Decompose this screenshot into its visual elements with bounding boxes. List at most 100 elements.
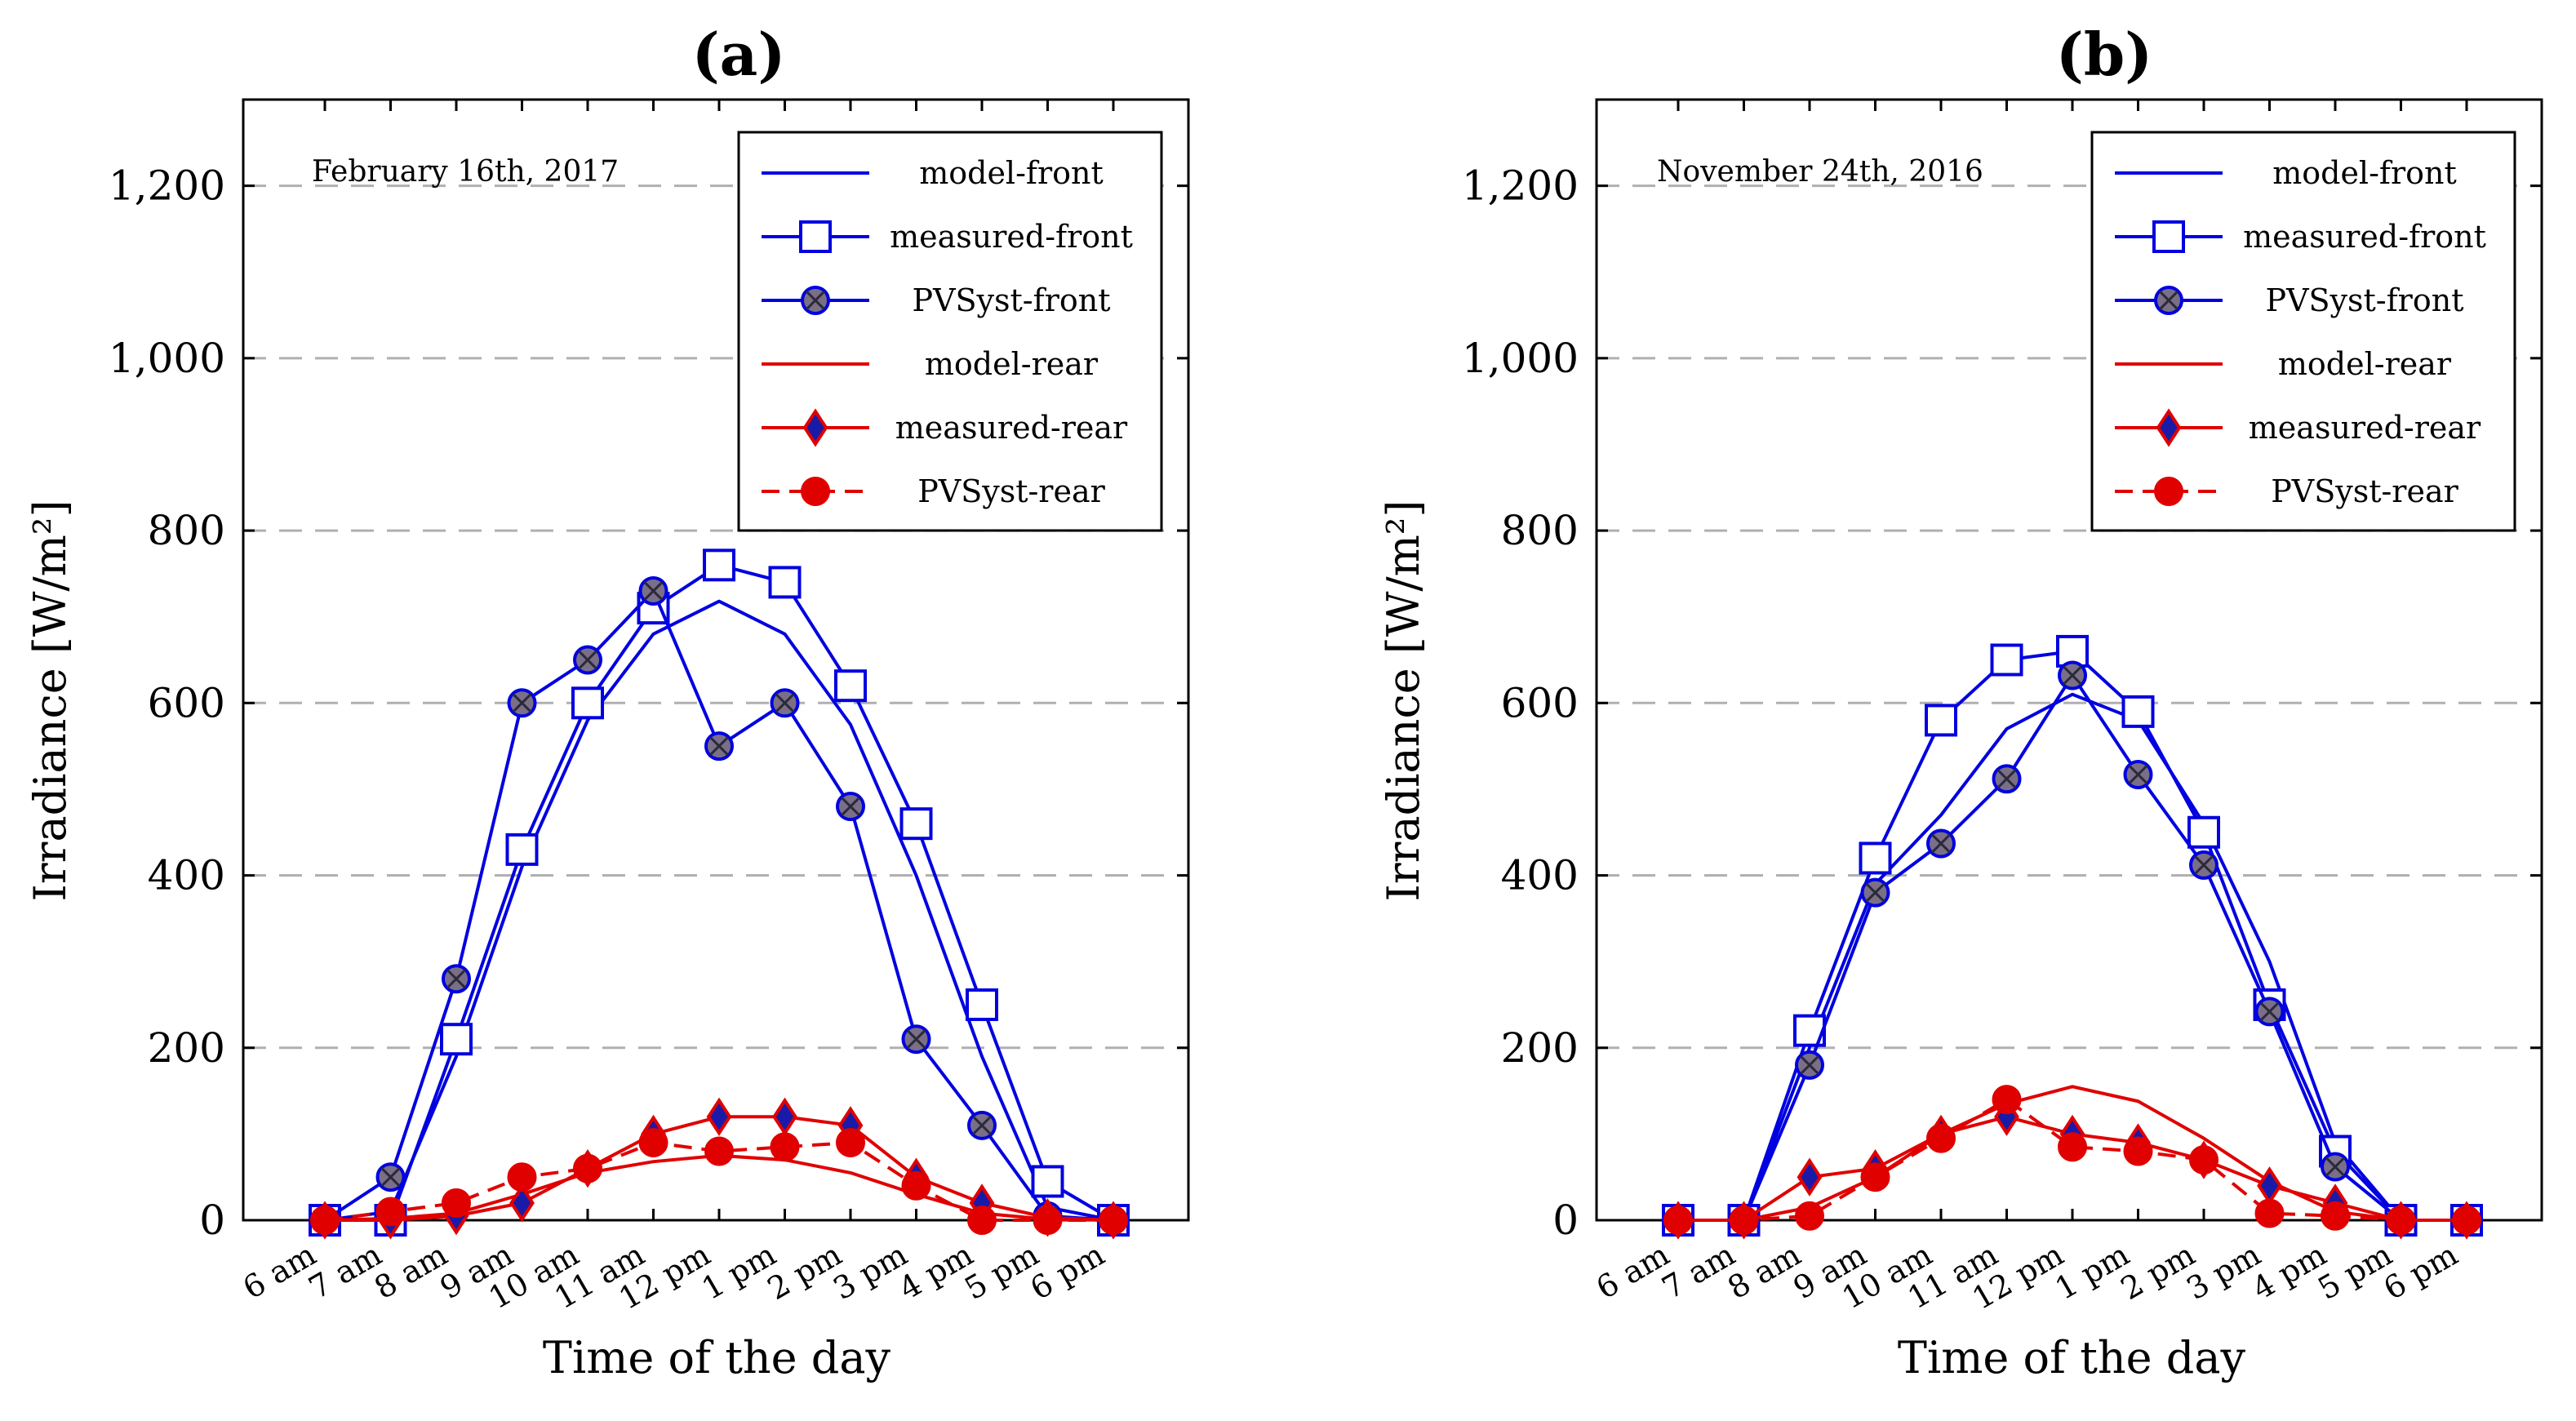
y-tick-label: 1,000 [1462, 335, 1579, 382]
legend: model-front measured-front PVSyst-front mod… [737, 131, 1163, 532]
legend-label: model-front [919, 155, 1104, 191]
marker-cross-line [841, 797, 860, 816]
marker-square [1990, 643, 2023, 677]
plot-series-group [309, 548, 1130, 1240]
marker-circle [967, 1206, 997, 1235]
date-annotation: November 24th, 2016 [1657, 155, 1983, 189]
y-tick-label: 800 [148, 507, 225, 554]
marker-circle [573, 1153, 602, 1183]
legend-label: PVSyst-front [913, 282, 1111, 318]
legend-item: model-rear [2115, 346, 2452, 382]
legend-item: PVSyst-rear [2115, 473, 2459, 509]
marker-square [1925, 704, 1957, 737]
x-axis-title: Time of the day [543, 1332, 891, 1383]
legend-label: PVSyst-rear [2271, 473, 2458, 509]
x-tick-label: 6 pm [1024, 1237, 1111, 1307]
marker-cross-line [775, 693, 795, 713]
y-tick-label: 0 [199, 1197, 225, 1244]
marker-circle [770, 1132, 800, 1162]
marker-cross-line [2259, 1001, 2280, 1022]
marker-cross-line [1800, 1055, 1819, 1075]
marker-circle [901, 1170, 931, 1201]
legend-item: PVSyst-front [2115, 282, 2463, 318]
series-line [324, 599, 1114, 1222]
marker-circle [1992, 1085, 2022, 1115]
marker-square [571, 686, 604, 720]
y-tick-label: 1,200 [1462, 162, 1579, 210]
marker-cross-line [1865, 882, 1885, 903]
marker-cross-line [2159, 291, 2178, 310]
marker-square [1859, 841, 1892, 875]
legend-item: measured-front [2115, 219, 2486, 255]
marker-circle [2321, 1201, 2350, 1231]
legend-item: measured-front [762, 219, 1133, 255]
marker-cross-line [643, 581, 664, 601]
legend-label: measured-front [2243, 219, 2486, 255]
marker-cross-line [446, 969, 466, 989]
marker-diamond [1797, 1157, 1823, 1197]
marker-square [768, 566, 802, 599]
plot-series-group [1662, 634, 2483, 1240]
marker-cross-line [1996, 769, 2017, 789]
marker-diamond [2156, 408, 2182, 447]
marker-circle [1860, 1162, 1890, 1192]
marker-circle [2154, 477, 2183, 506]
legend-label: model-rear [925, 346, 1099, 382]
marker-square [440, 1023, 473, 1056]
marker-circle [638, 1127, 668, 1157]
series-PVSyst-rear [310, 1127, 1128, 1235]
marker-circle [375, 1197, 406, 1227]
marker-square [799, 220, 832, 253]
marker-diamond [509, 1183, 535, 1223]
marker-cross-line [972, 1115, 992, 1135]
y-tick-label: 200 [148, 1024, 225, 1072]
marker-diamond [2257, 1166, 2282, 1206]
x-axis-title: Time of the day [1898, 1332, 2246, 1383]
series-PVSyst-rear [1663, 1085, 2481, 1235]
plot-area-frame [1595, 98, 2543, 1222]
marker-cross-line [512, 693, 532, 713]
marker-circle [801, 477, 830, 506]
marker-circle [2189, 1145, 2218, 1175]
legend: model-front measured-front PVSyst-front mod… [2090, 131, 2516, 532]
marker-cross-line [578, 650, 597, 670]
marker-circle [2058, 1132, 2087, 1162]
marker-cross-line [2325, 1157, 2345, 1177]
y-tick-label: 600 [1501, 679, 1579, 726]
marker-circle [442, 1188, 471, 1218]
marker-cross-line [2194, 855, 2214, 875]
marker-square [966, 988, 998, 1021]
marker-cross-line [906, 1029, 926, 1050]
marker-cross-line [806, 291, 825, 310]
legend-item: model-rear [762, 346, 1099, 382]
marker-square [505, 833, 539, 866]
marker-circle [1099, 1206, 1128, 1235]
legend-label: model-front [2272, 155, 2457, 191]
y-tick-label: 400 [148, 852, 225, 899]
y-tick-label: 1,200 [109, 162, 225, 210]
marker-cross-line [1931, 833, 1951, 854]
marker-cross-line [2063, 665, 2082, 686]
marker-circle [704, 1136, 734, 1166]
y-tick-label: 0 [1552, 1197, 1579, 1244]
marker-circle [2254, 1198, 2285, 1228]
legend-label: measured-rear [2249, 410, 2481, 446]
marker-circle [310, 1206, 340, 1235]
marker-circle [1033, 1206, 1063, 1235]
legend-label: model-rear [2278, 346, 2452, 382]
marker-circle [1795, 1201, 1824, 1231]
marker-square [834, 669, 867, 703]
y-tick-label: 600 [148, 679, 225, 726]
y-tick-label: 1,000 [109, 335, 225, 382]
marker-circle [507, 1162, 537, 1192]
marker-circle [1926, 1123, 1956, 1153]
marker-circle [2386, 1206, 2416, 1235]
y-axis-title: Irradiance [W/m²] [1378, 500, 1429, 901]
legend-item: model-front [762, 155, 1104, 191]
legend-label: measured-front [890, 219, 1133, 255]
marker-cross-line [380, 1167, 401, 1188]
marker-diamond [772, 1097, 797, 1136]
y-tick-label: 200 [1501, 1024, 1579, 1072]
